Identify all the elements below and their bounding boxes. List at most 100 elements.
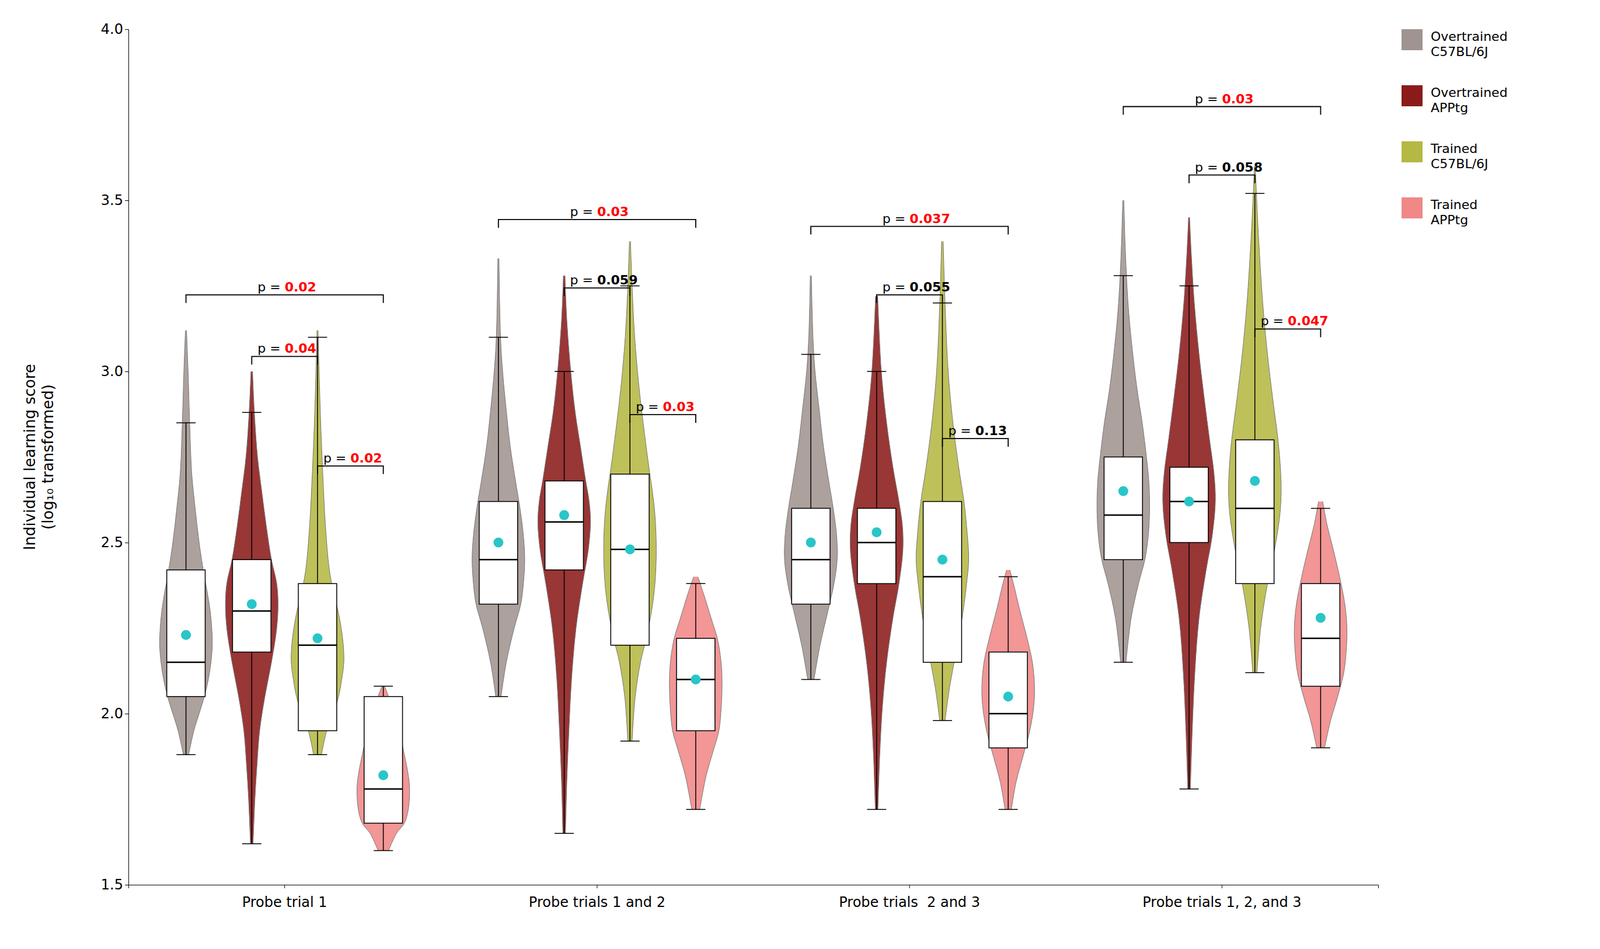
- whisker: [563, 371, 566, 481]
- mean-dot: [1184, 496, 1195, 507]
- x-tick: Probe trials 1, 2, and 3: [1142, 884, 1302, 911]
- p-label: p =: [569, 272, 597, 288]
- box: [298, 583, 337, 731]
- y-tick-mark: [124, 884, 129, 885]
- whisker: [695, 730, 697, 810]
- p-label: p =: [882, 211, 910, 226]
- series: [159, 200, 1150, 755]
- significance-bracket: [1123, 106, 1321, 115]
- whisker: [497, 603, 500, 696]
- p-label: p =: [882, 279, 910, 295]
- violin-outline: [499, 258, 525, 697]
- y-tick-label: 3.0: [100, 363, 124, 380]
- violin: [357, 685, 410, 850]
- box: [610, 473, 650, 646]
- p-value: 0.037: [909, 211, 951, 226]
- y-tick: 2.5: [100, 534, 129, 551]
- y-tick-label: 3.5: [100, 192, 124, 209]
- y-axis: 1.52.02.53.03.54.0: [100, 21, 130, 893]
- median: [479, 558, 518, 561]
- series: [357, 501, 1348, 851]
- whisker: [316, 730, 319, 755]
- p-value: 0.047: [1287, 313, 1329, 329]
- x-tick-label: Probe trials 2 and 3: [838, 893, 981, 911]
- whisker-cap: [176, 754, 196, 756]
- chart: 1.52.02.53.03.54.0Probe trial 1Probe tri…: [0, 0, 1600, 949]
- violin: [784, 275, 838, 679]
- whisker: [1007, 576, 1009, 653]
- y-tick-label: 1.5: [100, 876, 124, 893]
- whisker: [1123, 275, 1125, 458]
- whisker-cap: [176, 422, 196, 424]
- x-tick-label: Probe trials 1 and 2: [528, 893, 666, 911]
- violin-outline: [1123, 200, 1150, 662]
- y-tick-mark: [124, 371, 129, 372]
- median: [1301, 637, 1340, 640]
- violin: [1096, 200, 1150, 662]
- y-tick-label: 2.5: [100, 534, 124, 551]
- legend-label: TrainedC57BL/6J: [1430, 141, 1489, 172]
- box: [857, 507, 897, 584]
- whisker: [1320, 685, 1322, 748]
- mean-dot: [690, 674, 701, 685]
- legend-swatch: [1401, 141, 1423, 163]
- x-axis: Probe trial 1 Probe trials 1 and 2 Probe t…: [129, 884, 1379, 911]
- x-tick-mark: [909, 884, 911, 888]
- annotations: p = 0.02p = 0.04p = 0.02p = 0.03p = 0.05…: [257, 91, 1328, 466]
- y-tick-mark: [124, 200, 129, 201]
- whisker: [810, 603, 812, 679]
- median: [364, 788, 403, 790]
- violin: [291, 330, 344, 755]
- violin: [159, 330, 212, 755]
- mean-dot: [559, 510, 570, 521]
- box: [1103, 457, 1143, 560]
- median: [545, 521, 584, 524]
- significance-bracket: [810, 226, 1009, 235]
- legend-entry: OvertrainedAPPtg: [1401, 85, 1508, 115]
- p-value: 0.02: [350, 450, 382, 466]
- p-label: p =: [1260, 313, 1288, 329]
- violin: [669, 576, 723, 810]
- violin-outline: [1255, 165, 1282, 672]
- violin: [981, 569, 1035, 810]
- box: [1235, 439, 1275, 584]
- violin: [537, 275, 591, 833]
- whisker-cap: [242, 412, 262, 414]
- whisker: [629, 286, 631, 474]
- legend: OvertrainedC57BL/6J OvertrainedAPPtg Train…: [1401, 29, 1508, 228]
- significance-bracket: [942, 438, 1009, 447]
- p-label: p =: [323, 450, 351, 466]
- violin-outline: [1228, 165, 1255, 672]
- whisker-cap: [488, 336, 508, 338]
- median: [1235, 507, 1275, 510]
- p-label: p =: [257, 279, 285, 295]
- median: [166, 661, 206, 664]
- significance-bracket: [186, 294, 384, 303]
- p-value: 0.03: [663, 399, 695, 414]
- whisker: [876, 583, 878, 810]
- mean-dot: [806, 537, 817, 548]
- whisker: [695, 583, 697, 639]
- y-tick: 4.0: [100, 21, 129, 38]
- whisker: [1007, 747, 1009, 810]
- y-tick-label: 4.0: [100, 21, 124, 38]
- legend-entry: OvertrainedC57BL/6J: [1401, 29, 1508, 59]
- p-value: 0.02: [284, 279, 317, 295]
- whisker-cap: [620, 740, 640, 742]
- whisker-cap: [373, 849, 393, 852]
- whisker-cap: [801, 678, 821, 681]
- y-axis-line: [124, 29, 130, 885]
- legend-swatch: [1401, 85, 1423, 107]
- whisker-cap: [1179, 788, 1199, 790]
- legend-entry: TrainedC57BL/6J: [1401, 141, 1489, 172]
- mean-dot: [246, 598, 257, 609]
- whisker: [563, 569, 566, 833]
- mean-dot: [1315, 612, 1326, 623]
- median: [298, 644, 337, 647]
- x-tick-mark: [284, 884, 285, 888]
- violin: [1228, 165, 1282, 672]
- whisker: [382, 685, 385, 697]
- x-tick-label: Probe trial 1: [242, 893, 328, 911]
- median: [791, 558, 831, 561]
- box: [232, 559, 271, 652]
